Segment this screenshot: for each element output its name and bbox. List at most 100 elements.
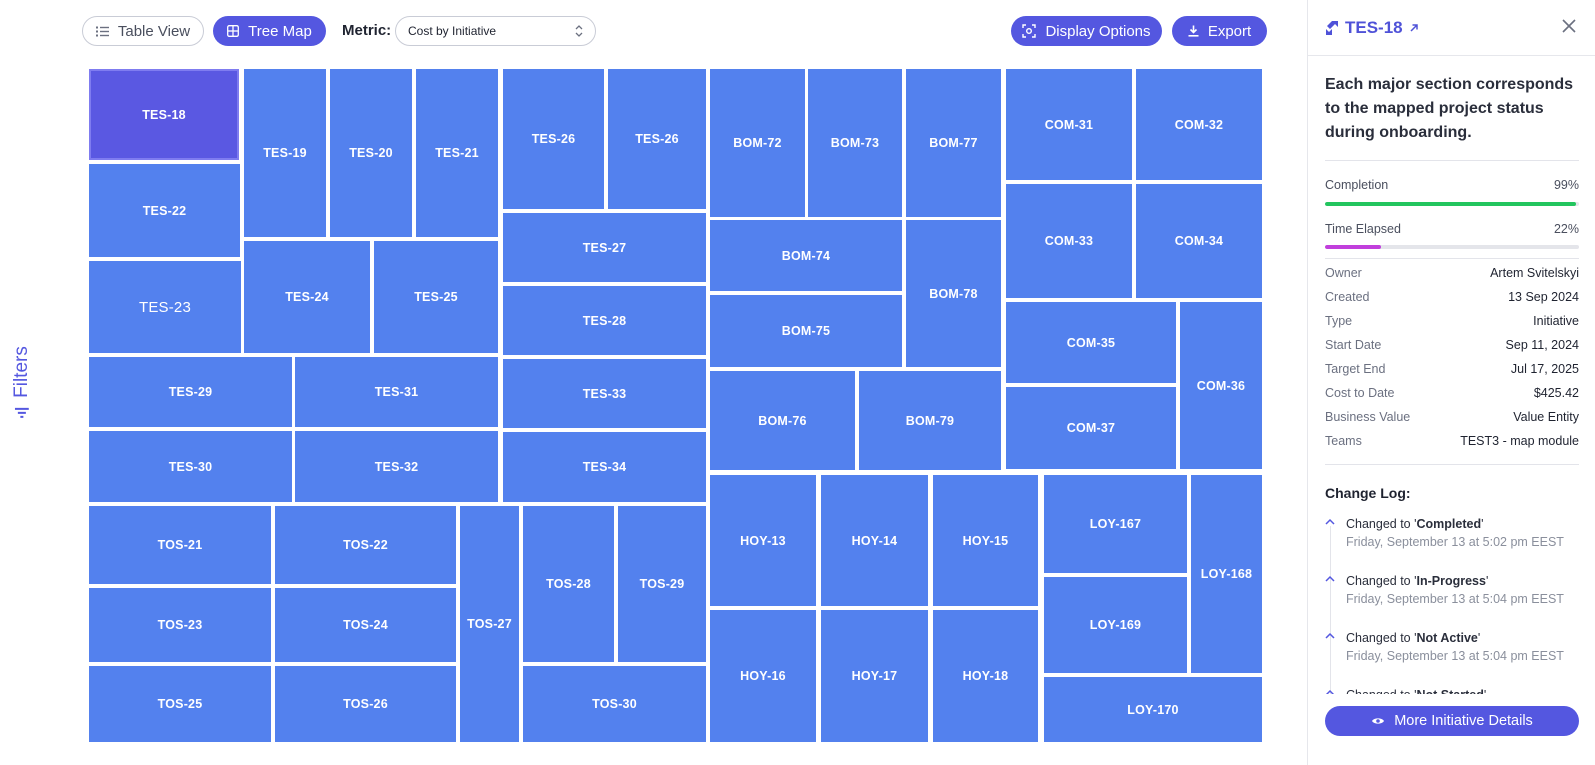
treemap-tile[interactable]: TES-20: [330, 69, 412, 237]
export-label: Export: [1207, 22, 1252, 40]
treemap-tile[interactable]: TES-32: [295, 431, 498, 502]
treemap-tile[interactable]: LOY-168: [1191, 475, 1262, 673]
close-icon[interactable]: [1561, 18, 1577, 34]
treemap-tile[interactable]: LOY-169: [1044, 577, 1187, 673]
detail-value: TEST3 - map module: [1460, 434, 1579, 448]
treemap-tile[interactable]: BOM-74: [710, 220, 902, 291]
treemap-tile[interactable]: TES-33: [503, 359, 706, 428]
table-view-label: Table View: [117, 22, 191, 40]
filters-tab[interactable]: Filters: [11, 346, 33, 420]
detail-value: Value Entity: [1513, 410, 1579, 424]
time-elapsed-row: Time Elapsed 22%: [1325, 222, 1579, 236]
treemap-tile[interactable]: COM-36: [1180, 302, 1262, 469]
treemap-tile[interactable]: COM-33: [1006, 184, 1132, 298]
treemap-tile[interactable]: TES-22: [89, 164, 240, 257]
external-link-icon[interactable]: [1409, 23, 1419, 33]
treemap-tile[interactable]: LOY-167: [1044, 475, 1187, 573]
tree-map-label: Tree Map: [248, 22, 312, 40]
treemap-tile[interactable]: HOY-17: [821, 610, 928, 742]
detail-row-start-date: Start Date Sep 11, 2024: [1325, 338, 1579, 352]
treemap-tile[interactable]: COM-32: [1136, 69, 1262, 180]
treemap-tile[interactable]: BOM-72: [710, 69, 805, 217]
treemap-tile[interactable]: TES-27: [503, 213, 706, 282]
treemap-tile[interactable]: TOS-27: [460, 506, 519, 742]
treemap-tile[interactable]: BOM-77: [906, 69, 1001, 217]
tree-map-button[interactable]: Tree Map: [213, 16, 326, 46]
treemap-tile[interactable]: TES-24: [244, 241, 370, 353]
treemap-tile[interactable]: TOS-28: [523, 506, 614, 662]
treemap-tile[interactable]: BOM-75: [710, 295, 902, 367]
change-log-timeline: [1330, 526, 1331, 706]
treemap-tile[interactable]: TES-21: [416, 69, 498, 237]
change-log-status: In-Progress: [1416, 574, 1486, 588]
treemap-tile[interactable]: TOS-23: [89, 588, 271, 662]
updown-caret-icon: [575, 25, 583, 37]
treemap-tile[interactable]: TES-23: [89, 261, 241, 353]
treemap-tile[interactable]: BOM-73: [808, 69, 902, 217]
treemap-tile[interactable]: TOS-22: [275, 506, 456, 584]
treemap-tile[interactable]: BOM-76: [710, 371, 855, 470]
panel-footer: More Initiative Details: [1308, 694, 1595, 765]
treemap-tile[interactable]: TES-26: [503, 69, 604, 209]
treemap-tile[interactable]: COM-31: [1006, 69, 1132, 180]
treemap-tile[interactable]: TOS-29: [618, 506, 706, 662]
treemap-tile[interactable]: COM-37: [1006, 387, 1176, 469]
treemap-tile[interactable]: HOY-15: [933, 475, 1038, 606]
detail-panel: TES-18 Each major section corresponds to…: [1307, 0, 1595, 765]
treemap-tile[interactable]: LOY-170: [1044, 677, 1262, 742]
treemap-tile[interactable]: TES-18: [89, 69, 239, 160]
change-log-status: Not Active: [1416, 631, 1478, 645]
panel-title[interactable]: TES-18: [1345, 18, 1403, 37]
treemap-tile[interactable]: TES-34: [503, 432, 706, 502]
treemap-tile[interactable]: TOS-25: [89, 666, 271, 742]
filter-icon: [15, 407, 30, 418]
completion-bar: [1325, 202, 1579, 206]
treemap-tile[interactable]: TOS-24: [275, 588, 456, 662]
detail-row-cost: Cost to Date $425.42: [1325, 386, 1579, 400]
detail-label: Owner: [1325, 266, 1362, 280]
export-button[interactable]: Export: [1172, 16, 1267, 46]
filters-label: Filters: [11, 345, 33, 398]
treemap-tile[interactable]: TES-30: [89, 431, 292, 502]
chevron-up-icon: [1325, 689, 1335, 696]
treemap-tile[interactable]: HOY-18: [933, 610, 1038, 742]
jira-icon: [1326, 21, 1338, 35]
treemap-tile[interactable]: COM-35: [1006, 302, 1176, 383]
treemap-tile[interactable]: TES-29: [89, 357, 292, 427]
treemap-tile[interactable]: TES-31: [295, 357, 498, 427]
treemap-tile[interactable]: TOS-26: [275, 666, 456, 742]
treemap-tile[interactable]: TES-28: [503, 286, 706, 355]
treemap-tile[interactable]: TES-25: [374, 241, 498, 353]
divider: [1325, 258, 1579, 259]
treemap-tile[interactable]: HOY-13: [710, 475, 816, 606]
treemap-tile[interactable]: TOS-21: [89, 506, 271, 584]
treemap-tile[interactable]: HOY-14: [821, 475, 928, 606]
table-view-button[interactable]: Table View: [82, 16, 204, 46]
panel-header: TES-18: [1325, 18, 1419, 38]
panel-description: Each major section corresponds to the ma…: [1325, 76, 1574, 141]
time-elapsed-bar: [1325, 245, 1579, 249]
eye-icon: [1372, 718, 1385, 724]
treemap-tile[interactable]: COM-34: [1136, 184, 1262, 298]
treemap-tile[interactable]: TOS-30: [523, 666, 706, 742]
detail-row-owner: Owner Artem Svitelskyi: [1325, 266, 1579, 280]
display-options-icon: [1022, 24, 1037, 38]
metric-select-value: Cost by Initiative: [408, 24, 497, 38]
detail-row-business-value: Business Value Value Entity: [1325, 410, 1579, 424]
display-options-button[interactable]: Display Options: [1011, 16, 1162, 46]
more-details-button[interactable]: More Initiative Details: [1325, 706, 1579, 736]
detail-row-teams: Teams TEST3 - map module: [1325, 434, 1579, 448]
detail-label: Type: [1325, 314, 1353, 328]
treemap-tile[interactable]: BOM-79: [859, 371, 1001, 470]
metric-select[interactable]: Cost by Initiative: [395, 16, 596, 46]
detail-row-type: Type Initiative: [1325, 314, 1579, 328]
treemap-tile[interactable]: TES-19: [244, 69, 326, 237]
treemap-tile[interactable]: HOY-16: [710, 610, 816, 742]
divider: [1325, 464, 1579, 465]
chevron-up-icon: [1325, 632, 1335, 639]
treemap-tile[interactable]: TES-26: [608, 69, 706, 209]
change-log-time: Friday, September 13 at 5:04 pm EEST: [1346, 592, 1564, 606]
treemap-tile[interactable]: BOM-78: [906, 220, 1001, 367]
